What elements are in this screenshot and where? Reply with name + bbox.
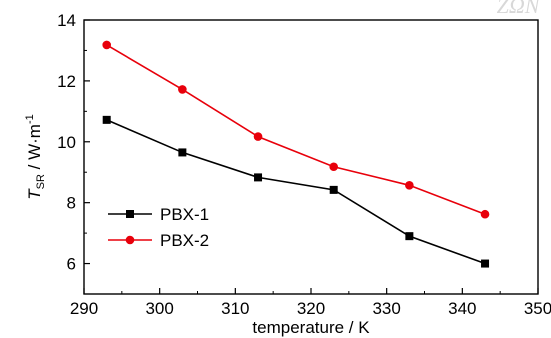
legend-marker	[126, 210, 134, 218]
data-point	[481, 259, 490, 268]
data-point	[329, 162, 339, 172]
x-tick-label: 320	[297, 299, 325, 318]
data-point	[102, 40, 111, 50]
legend-label: PBX-1	[160, 205, 209, 224]
y-tick-label: 10	[57, 133, 76, 152]
x-tick-label: 330	[372, 299, 400, 318]
data-point	[254, 173, 263, 182]
legend: PBX-1 PBX-2	[108, 205, 209, 250]
data-point	[178, 148, 187, 157]
y-tick-label: 8	[67, 194, 76, 213]
watermark: ΖΩΝ	[497, 0, 541, 18]
y-axis-label-superscript: -1	[24, 114, 36, 124]
y-tick-label: 12	[57, 72, 76, 91]
x-axis: 290 300 310 320 330 340 350	[70, 288, 551, 318]
data-point	[102, 115, 111, 124]
y-axis-label-symbol: T	[25, 188, 44, 200]
y-axis: 6 8 10 12 14	[57, 11, 90, 274]
x-tick-label: 350	[524, 299, 551, 318]
legend-item-pbx-1: PBX-1	[108, 205, 209, 224]
x-tick-label: 340	[448, 299, 476, 318]
data-point	[253, 132, 263, 141]
legend-label: PBX-2	[160, 231, 209, 250]
data-point	[329, 185, 338, 194]
y-tick-label: 14	[57, 11, 76, 30]
series-pbx-1	[102, 115, 490, 268]
series-line	[106, 44, 486, 215]
data-point	[405, 232, 414, 241]
y-axis-label-unit: / W·m	[25, 124, 44, 174]
x-tick-label: 290	[70, 299, 98, 318]
watermark-text: ΖΩΝ	[497, 0, 541, 18]
y-tick-label: 6	[67, 255, 76, 274]
series-line	[106, 119, 486, 265]
legend-item-pbx-2: PBX-2	[108, 231, 209, 250]
data-point	[405, 181, 414, 190]
data-point	[480, 209, 490, 219]
y-axis-label: TSR / W·m-1	[24, 114, 47, 200]
series-pbx-2	[102, 40, 490, 219]
x-axis-label: temperature / K	[252, 318, 370, 337]
data-point	[178, 85, 187, 94]
x-tick-label: 300	[145, 299, 173, 318]
series-layer	[102, 40, 490, 268]
legend-marker	[125, 235, 135, 245]
x-tick-label: 310	[221, 299, 249, 318]
y-axis-label-subscript: SR	[35, 174, 47, 189]
